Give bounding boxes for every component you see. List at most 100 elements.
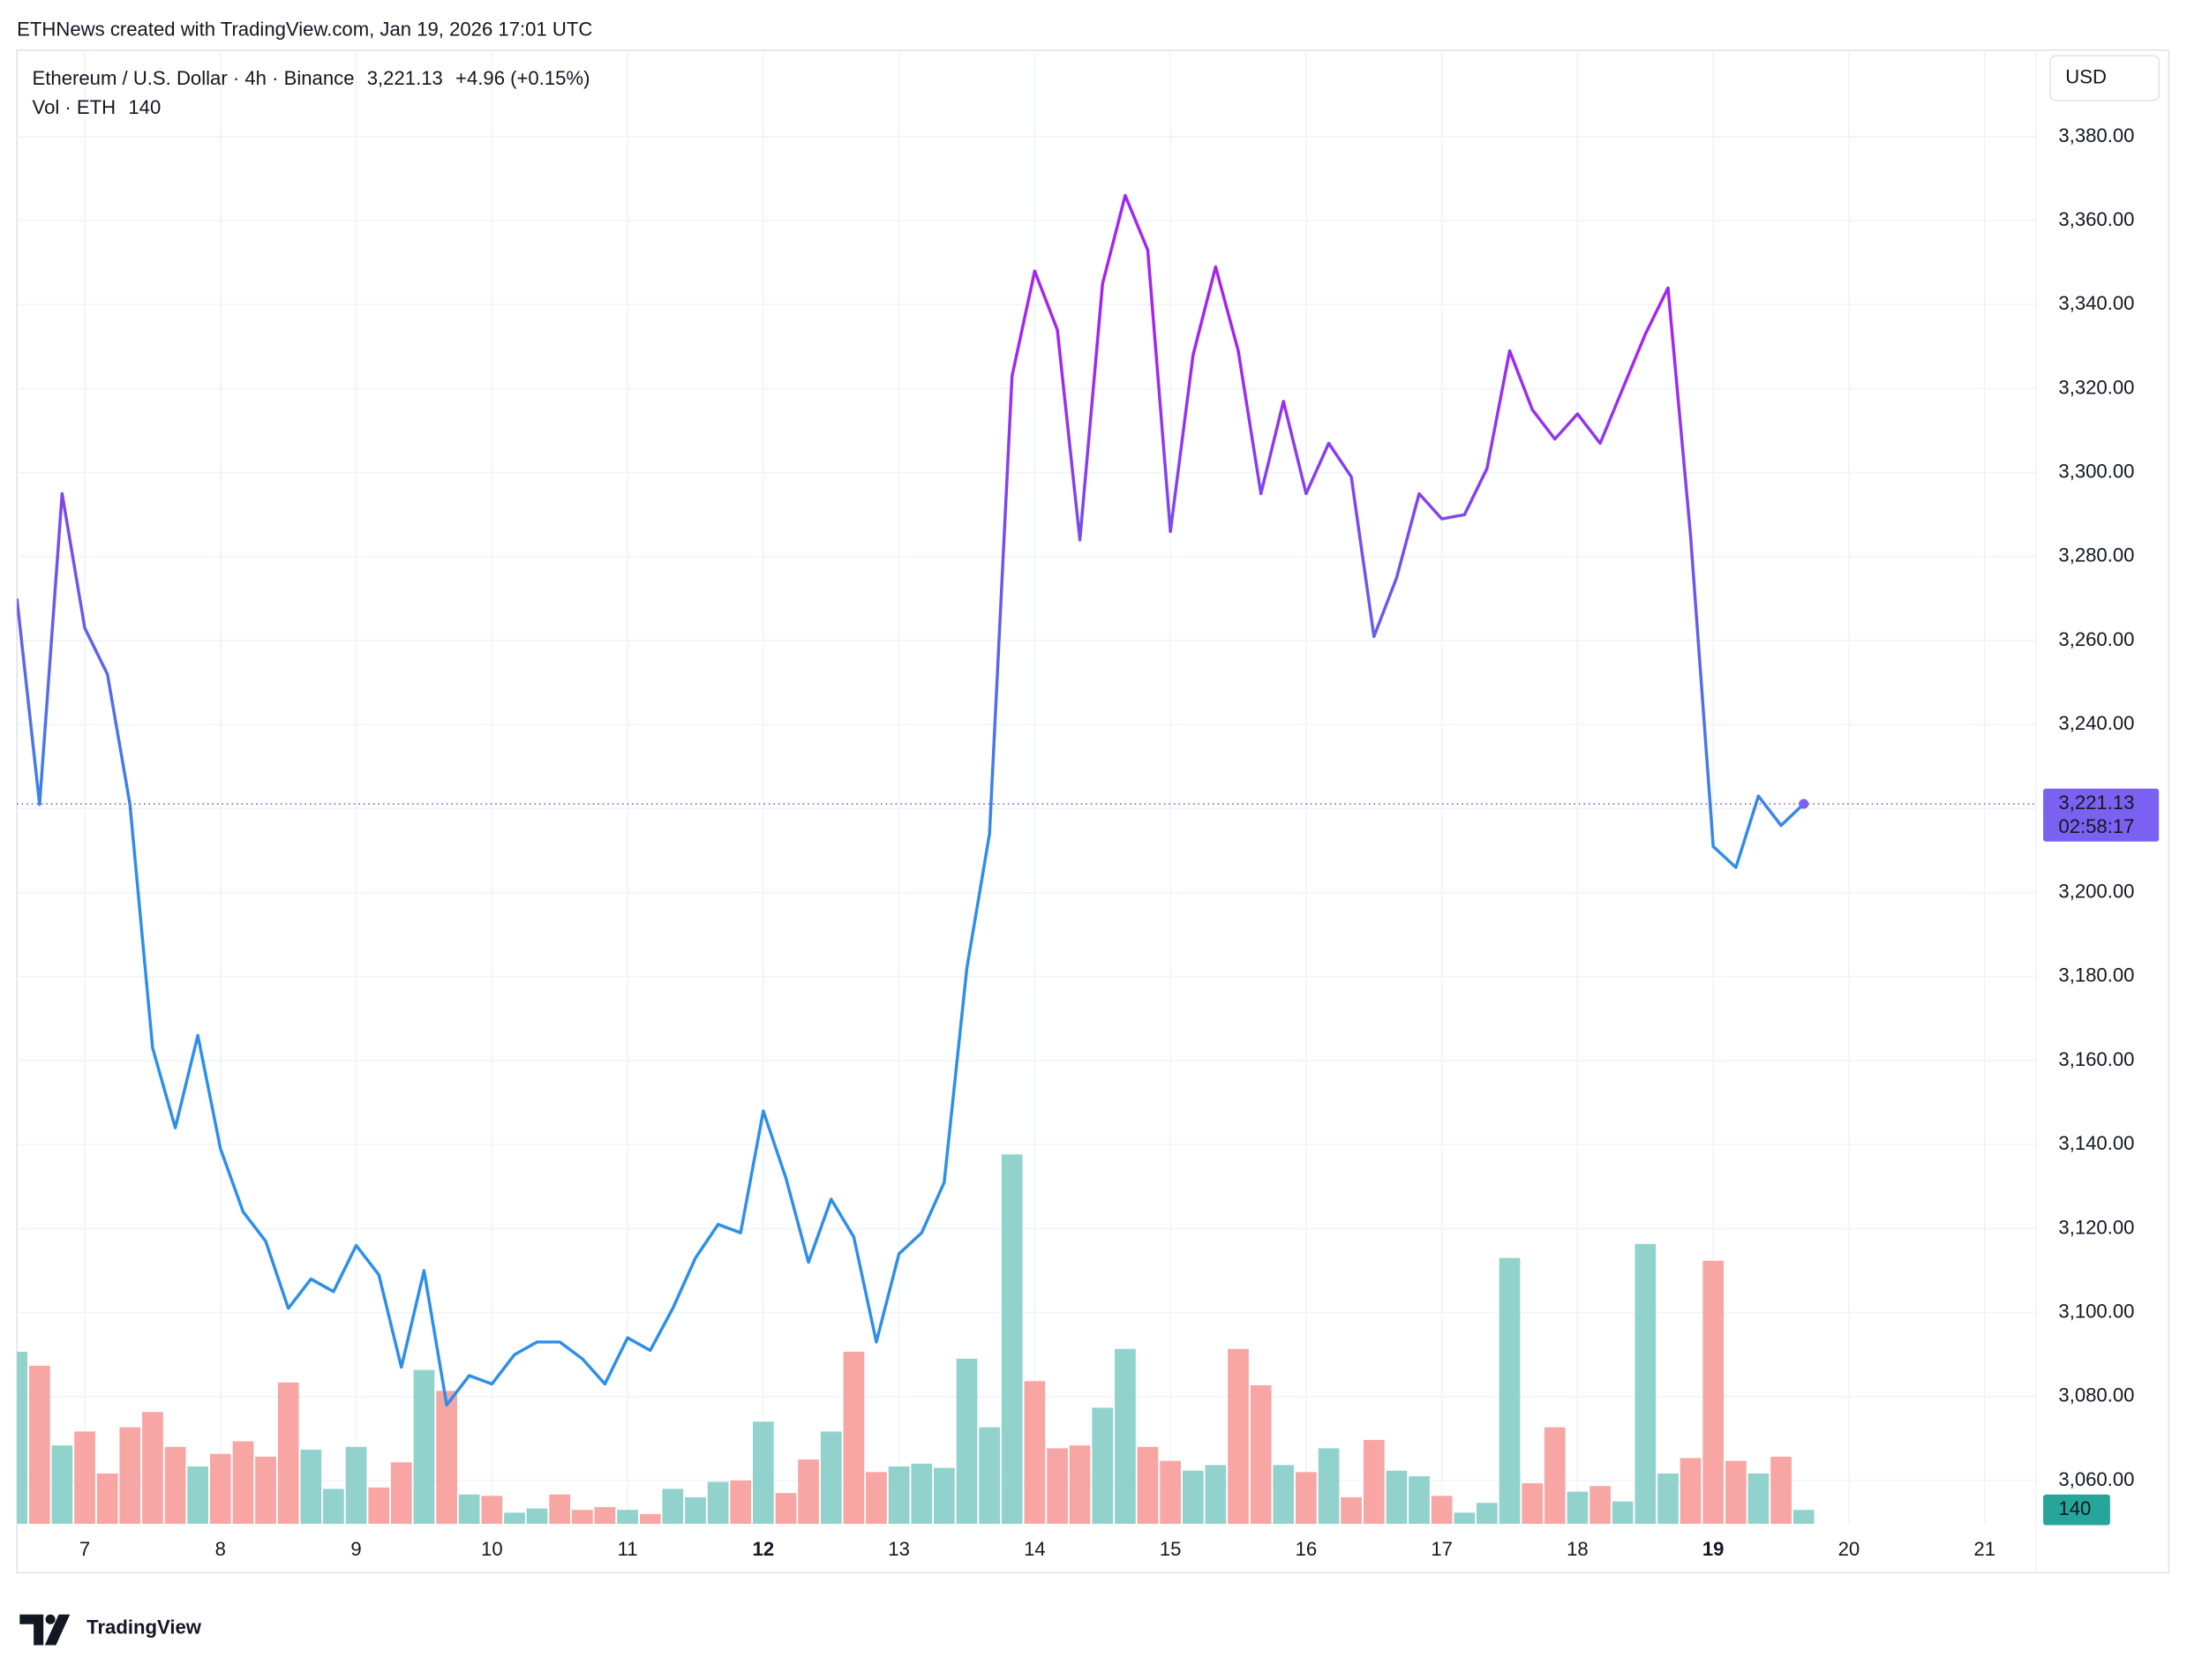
volume-bar (753, 1421, 774, 1525)
credit: ETHNews created with TradingView.com, Ja… (17, 19, 592, 41)
volume-bar (1567, 1491, 1589, 1525)
y-tick-label: 3,320.00 (2058, 376, 2134, 398)
volume-bar (1273, 1465, 1295, 1525)
volume-bar (390, 1462, 412, 1525)
price-tag (2043, 788, 2160, 842)
volume-tag (2043, 1494, 2110, 1526)
volume-bar (1047, 1448, 1068, 1525)
volume-bar (1296, 1472, 1317, 1525)
volume-bar (685, 1496, 706, 1525)
volume-bar (1092, 1407, 1114, 1525)
volume-bar (933, 1467, 955, 1525)
x-tick-label: 14 (1024, 1538, 1046, 1560)
volume-bar (504, 1512, 525, 1525)
volume-bar (74, 1431, 95, 1525)
volume-bar (1635, 1243, 1657, 1525)
axes: 3,060.00 3,080.00 3,100.00 3,120.00 3,140.00… (79, 124, 2160, 1560)
y-tick-label: 3,120.00 (2058, 1216, 2134, 1238)
volume-bar (413, 1369, 435, 1525)
countdown: 02:58:17 (2058, 815, 2134, 837)
volume-bar (436, 1391, 457, 1525)
volume-bar (1182, 1470, 1204, 1525)
volume-bar (1001, 1154, 1023, 1525)
volume-bar (1770, 1456, 1792, 1525)
volume-bar (820, 1431, 842, 1525)
volume-bar (572, 1510, 593, 1525)
volume-bar (481, 1496, 503, 1525)
volume-bar (1499, 1257, 1521, 1525)
volume-bar (1680, 1458, 1702, 1525)
volume-bar (119, 1427, 141, 1525)
volume-bar (255, 1456, 276, 1525)
last-point (1799, 799, 1809, 809)
volume-bar (1590, 1486, 1611, 1525)
volume-bar (1069, 1445, 1091, 1525)
volume-bar (662, 1489, 684, 1525)
volume-bar (29, 1365, 50, 1525)
volume-bar (1115, 1348, 1136, 1525)
volume-bar (1792, 1510, 1815, 1525)
header-change: +4.96 (+0.15%) (455, 67, 590, 89)
volume-bar (1544, 1427, 1566, 1525)
y-tick-label: 3,160.00 (2058, 1048, 2134, 1070)
volume-bar (594, 1506, 616, 1525)
volume-bar (775, 1493, 797, 1525)
frame (16, 49, 2170, 1574)
y-tick-label: 3,360.00 (2058, 208, 2134, 230)
price-pane (17, 193, 2037, 1407)
y-tick-label: 3,200.00 (2058, 881, 2134, 903)
volume-bar (956, 1358, 978, 1525)
volume-bar (549, 1494, 571, 1525)
volume-bar (1725, 1460, 1747, 1525)
volume-bar (1477, 1503, 1498, 1525)
volume-bar (17, 1351, 28, 1525)
x-tick-label: 20 (1838, 1538, 1860, 1560)
y-tick-label: 3,300.00 (2058, 461, 2134, 483)
volume-bar (526, 1508, 548, 1525)
price-line (17, 193, 1805, 1407)
volume-bar (1250, 1385, 1272, 1525)
y-tick-label: 3,260.00 (2058, 628, 2134, 650)
x-tick-label: 17 (1431, 1538, 1453, 1560)
volume-bar (1454, 1512, 1476, 1525)
volume-bar (96, 1473, 118, 1525)
volume-bar (707, 1481, 729, 1525)
volume-bar (843, 1351, 865, 1525)
y-tick-label: 3,280.00 (2058, 544, 2134, 566)
volume-bar (1431, 1496, 1453, 1525)
volume-bar (368, 1487, 390, 1525)
volume-bar (1024, 1381, 1046, 1525)
volume-bar (979, 1427, 1001, 1525)
volume-bar (277, 1382, 299, 1525)
price-tag-label: 3,221.13 (2058, 791, 2134, 814)
header-volume: 140 (128, 96, 161, 118)
currency-box[interactable] (2049, 55, 2160, 101)
volume-bar (1205, 1465, 1227, 1525)
volume-bar (1409, 1476, 1430, 1525)
volume-bar (1612, 1501, 1634, 1525)
volume-bar (798, 1459, 819, 1525)
x-tick-label: 15 (1160, 1538, 1182, 1560)
header-price: 3,221.13 (367, 67, 443, 89)
volume-bar (142, 1412, 163, 1525)
grid (17, 49, 2037, 1525)
volume-bar (323, 1489, 344, 1525)
volume-bar (1318, 1448, 1340, 1525)
volume-bar (1160, 1460, 1181, 1525)
x-tick-label: 21 (1973, 1538, 1995, 1560)
x-tick-label: 11 (618, 1538, 638, 1560)
y-tick-label: 3,100.00 (2058, 1300, 2134, 1322)
x-tick-label: 18 (1567, 1538, 1589, 1560)
volume-bar (51, 1445, 73, 1525)
volume-bar (187, 1466, 208, 1525)
volume-bar (1386, 1470, 1408, 1525)
symbol-title: Ethereum / U.S. Dollar · 4h · Binance (33, 67, 355, 89)
currency: USD (2065, 65, 2107, 87)
volume-bar (911, 1463, 933, 1525)
y-tick-label: 3,060.00 (2058, 1468, 2134, 1490)
volume-bar (1747, 1473, 1770, 1525)
y-tick-label: 3,340.00 (2058, 292, 2134, 314)
